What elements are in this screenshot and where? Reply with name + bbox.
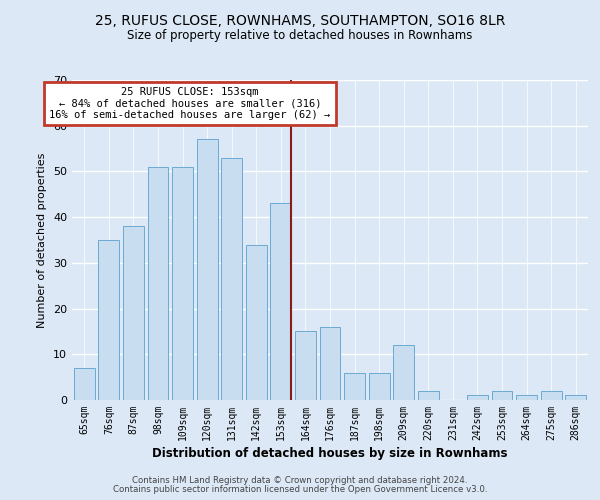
Bar — [221, 158, 242, 400]
Bar — [172, 167, 193, 400]
Bar — [320, 327, 340, 400]
Bar — [295, 332, 316, 400]
Bar — [123, 226, 144, 400]
Bar — [148, 167, 169, 400]
Bar — [418, 391, 439, 400]
X-axis label: Distribution of detached houses by size in Rownhams: Distribution of detached houses by size … — [152, 447, 508, 460]
Bar — [368, 372, 389, 400]
Bar — [467, 396, 488, 400]
Bar — [344, 372, 365, 400]
Bar — [197, 140, 218, 400]
Bar — [516, 396, 537, 400]
Bar — [565, 396, 586, 400]
Text: 25 RUFUS CLOSE: 153sqm
← 84% of detached houses are smaller (316)
16% of semi-de: 25 RUFUS CLOSE: 153sqm ← 84% of detached… — [49, 87, 331, 120]
Bar — [271, 204, 292, 400]
Y-axis label: Number of detached properties: Number of detached properties — [37, 152, 47, 328]
Text: Size of property relative to detached houses in Rownhams: Size of property relative to detached ho… — [127, 29, 473, 42]
Bar — [491, 391, 512, 400]
Text: Contains HM Land Registry data © Crown copyright and database right 2024.: Contains HM Land Registry data © Crown c… — [132, 476, 468, 485]
Bar — [246, 244, 267, 400]
Bar — [98, 240, 119, 400]
Text: 25, RUFUS CLOSE, ROWNHAMS, SOUTHAMPTON, SO16 8LR: 25, RUFUS CLOSE, ROWNHAMS, SOUTHAMPTON, … — [95, 14, 505, 28]
Text: Contains public sector information licensed under the Open Government Licence v3: Contains public sector information licen… — [113, 485, 487, 494]
Bar — [541, 391, 562, 400]
Bar — [74, 368, 95, 400]
Bar — [393, 345, 414, 400]
